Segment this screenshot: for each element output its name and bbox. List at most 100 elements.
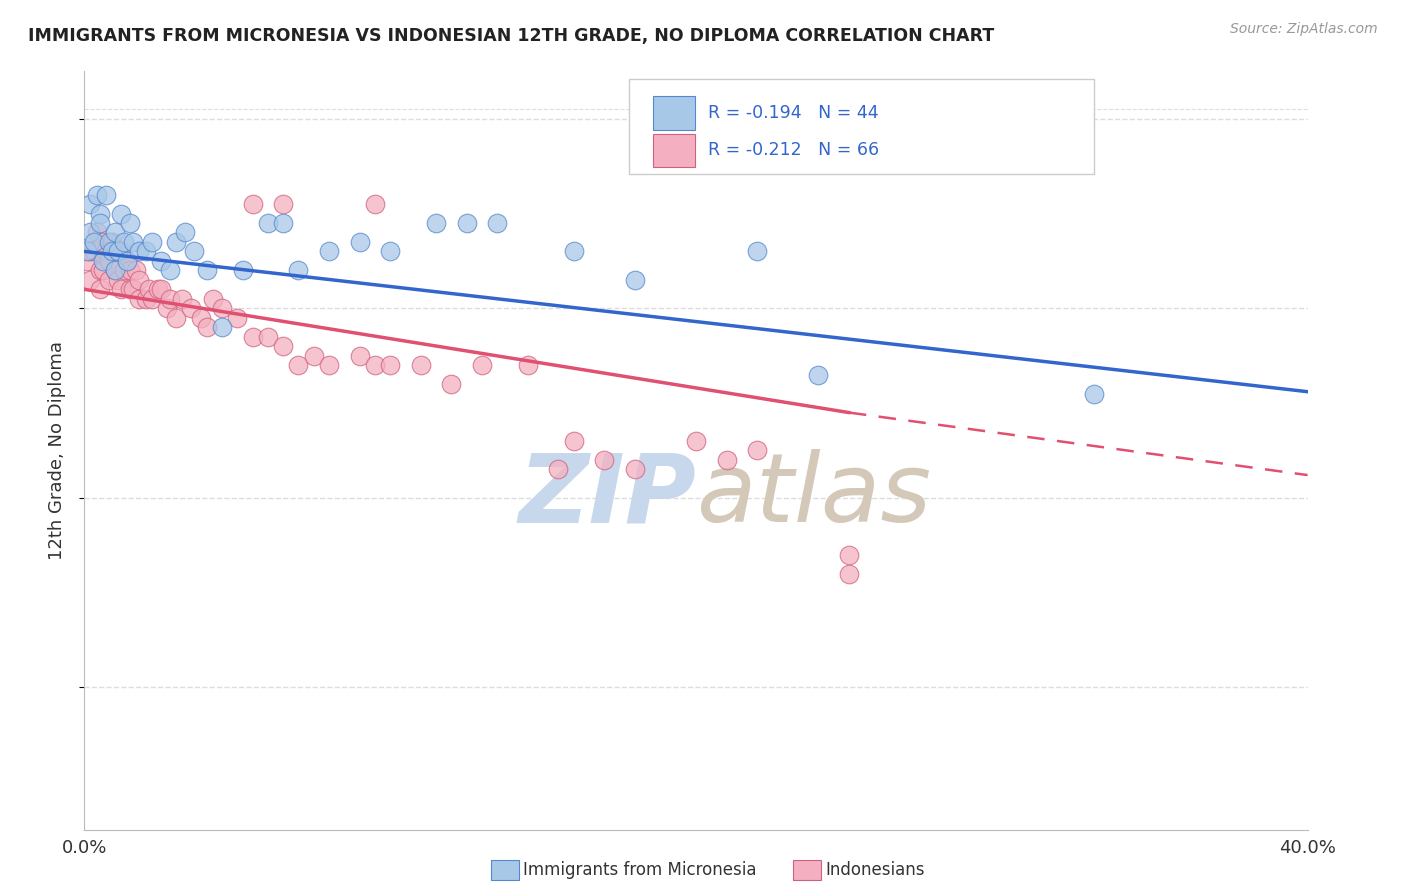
Point [97, 235, 120, 249]
Point [165, 310, 187, 325]
Point [110, 206, 132, 220]
Point [593, 453, 616, 467]
Point [76, 253, 98, 268]
Point [838, 566, 860, 581]
Point [104, 244, 127, 259]
Point [128, 292, 150, 306]
Point [685, 434, 707, 448]
Point [91, 263, 114, 277]
Point [211, 320, 233, 334]
Text: ZIP: ZIP [517, 450, 696, 542]
Point [211, 301, 233, 316]
Point [180, 301, 202, 316]
Point [747, 443, 769, 458]
Point [141, 292, 163, 306]
Point [190, 310, 212, 325]
Point [232, 263, 254, 277]
Point [149, 253, 172, 268]
Point [141, 235, 163, 249]
Point [110, 244, 132, 259]
Point [807, 368, 830, 382]
Point [86, 226, 108, 240]
Point [89, 206, 111, 220]
Point [838, 548, 860, 562]
Point [89, 216, 111, 230]
Text: Immigrants from Micronesia: Immigrants from Micronesia [523, 861, 756, 879]
Point [146, 282, 169, 296]
Point [104, 263, 127, 277]
Point [125, 263, 148, 277]
Point [128, 273, 150, 287]
Point [135, 292, 157, 306]
Point [79, 197, 101, 211]
Point [226, 310, 249, 325]
Y-axis label: 12th Grade, No Diploma: 12th Grade, No Diploma [48, 341, 66, 560]
Point [89, 282, 111, 296]
Point [174, 226, 197, 240]
Text: R = -0.194   N = 44: R = -0.194 N = 44 [709, 103, 879, 122]
Point [380, 358, 402, 372]
Point [562, 434, 585, 448]
Point [135, 244, 157, 259]
Text: IMMIGRANTS FROM MICRONESIA VS INDONESIAN 12TH GRADE, NO DIPLOMA CORRELATION CHAR: IMMIGRANTS FROM MICRONESIA VS INDONESIAN… [28, 27, 994, 45]
Point [165, 235, 187, 249]
FancyBboxPatch shape [654, 96, 695, 129]
Point [91, 253, 114, 268]
Point [122, 235, 145, 249]
Point [156, 301, 179, 316]
Point [107, 273, 129, 287]
Point [91, 235, 114, 249]
Point [516, 358, 538, 372]
Point [195, 320, 218, 334]
Point [409, 358, 432, 372]
Point [380, 244, 402, 259]
Point [318, 358, 340, 372]
Point [83, 244, 105, 259]
Point [440, 377, 463, 392]
Point [89, 263, 111, 277]
Point [349, 235, 371, 249]
Point [624, 462, 647, 476]
Text: atlas: atlas [696, 450, 931, 542]
Point [302, 349, 325, 363]
Point [107, 244, 129, 259]
Point [257, 216, 280, 230]
Point [716, 453, 738, 467]
Point [79, 244, 101, 259]
Point [201, 292, 224, 306]
Point [97, 253, 120, 268]
Point [149, 282, 172, 296]
Point [547, 462, 569, 476]
Text: Source: ZipAtlas.com: Source: ZipAtlas.com [1230, 22, 1378, 37]
Point [1083, 386, 1105, 401]
Point [287, 263, 309, 277]
Point [97, 273, 120, 287]
Point [79, 273, 101, 287]
Point [104, 226, 127, 240]
Point [120, 263, 142, 277]
Point [747, 244, 769, 259]
Point [242, 329, 264, 343]
Point [112, 235, 135, 249]
Point [128, 244, 150, 259]
Point [271, 216, 294, 230]
Text: Indonesians: Indonesians [825, 861, 925, 879]
Point [159, 292, 181, 306]
Point [94, 244, 117, 259]
FancyBboxPatch shape [628, 79, 1094, 174]
Point [138, 282, 160, 296]
Point [120, 282, 142, 296]
Point [122, 282, 145, 296]
Point [364, 358, 387, 372]
Point [86, 187, 108, 202]
Point [242, 197, 264, 211]
Text: R = -0.212   N = 66: R = -0.212 N = 66 [709, 141, 879, 160]
Point [562, 244, 585, 259]
Point [195, 263, 218, 277]
Point [83, 235, 105, 249]
Point [425, 216, 447, 230]
Point [172, 292, 194, 306]
Point [624, 273, 647, 287]
Point [112, 263, 135, 277]
Point [101, 235, 124, 249]
